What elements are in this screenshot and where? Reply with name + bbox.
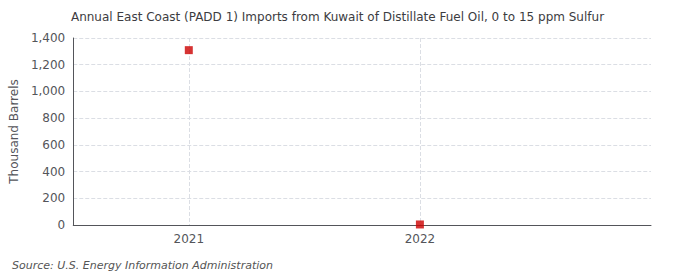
svg-text:Source: U.S. Energy Informatio: Source: U.S. Energy Information Administ… bbox=[12, 259, 273, 272]
svg-text:800: 800 bbox=[42, 111, 65, 125]
svg-text:1,000: 1,000 bbox=[31, 84, 65, 98]
svg-text:200: 200 bbox=[42, 191, 65, 205]
svg-text:1,200: 1,200 bbox=[31, 58, 65, 72]
svg-text:Annual East Coast (PADD 1) Imp: Annual East Coast (PADD 1) Imports from … bbox=[71, 10, 604, 24]
svg-text:400: 400 bbox=[42, 165, 65, 179]
svg-text:2022: 2022 bbox=[405, 232, 436, 246]
svg-text:0: 0 bbox=[58, 218, 66, 232]
svg-text:2021: 2021 bbox=[174, 232, 205, 246]
svg-text:1,400: 1,400 bbox=[31, 31, 65, 45]
svg-text:600: 600 bbox=[42, 138, 65, 152]
svg-text:Thousand Barrels: Thousand Barrels bbox=[7, 79, 21, 184]
